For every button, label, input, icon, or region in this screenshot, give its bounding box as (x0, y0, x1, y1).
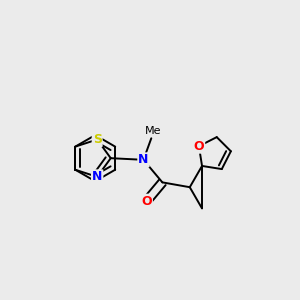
Text: Me: Me (145, 126, 161, 136)
Text: N: N (92, 170, 102, 183)
Text: S: S (93, 133, 102, 146)
Text: O: O (141, 195, 152, 208)
Text: N: N (138, 153, 148, 166)
Text: O: O (194, 140, 204, 153)
